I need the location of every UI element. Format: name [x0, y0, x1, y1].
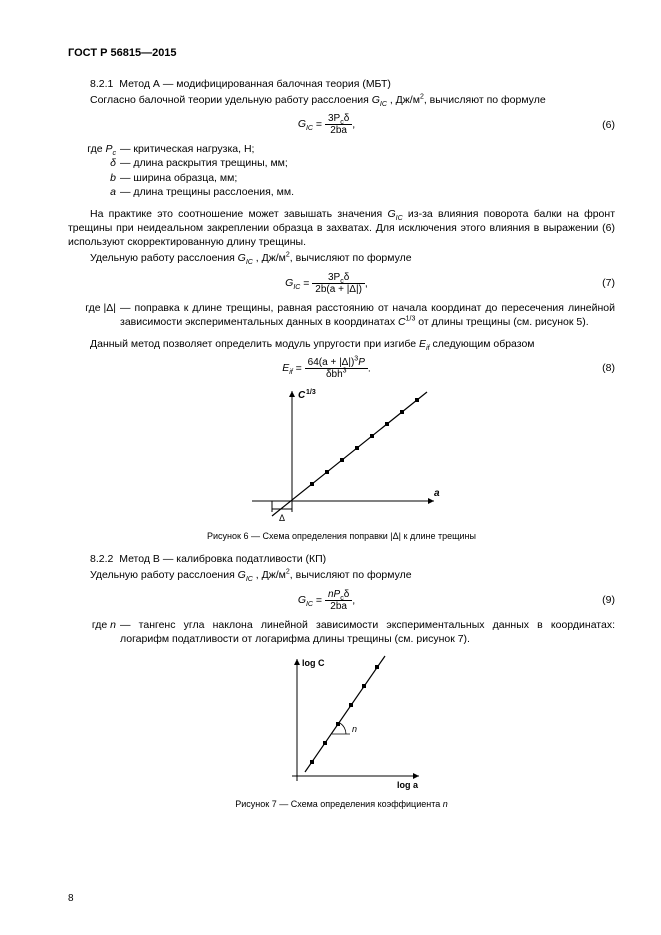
section-821-title: 8.2.1 Метод А — модифицированная балочна…	[68, 77, 615, 91]
para-intro-9: Удельную работу расслоения GIC , Дж/м2, …	[68, 568, 615, 582]
svg-text:Δ: Δ	[279, 513, 285, 523]
eq-number: (7)	[585, 276, 615, 290]
svg-text:log C: log C	[302, 658, 325, 668]
section-title: Метод В — калибровка податливости (КП)	[119, 553, 326, 565]
eq-number: (6)	[585, 118, 615, 132]
figure-6: C1/3 a Δ Рисунок 6 — Схема определения поп…	[68, 386, 615, 542]
definitions-6: где Pc — критическая нагрузка, Н; δ — дл…	[68, 142, 615, 199]
equation-6: GIC = 3Pcδ2ba, (6)	[68, 113, 615, 136]
section-number: 8.2.2	[90, 553, 113, 565]
eq-body: Eif = 64(a + |Δ|)3Pδbh3.	[282, 357, 371, 380]
page-number: 8	[68, 892, 74, 906]
definitions-9: где n — тангенс угла наклона линейной за…	[68, 618, 615, 646]
figure-7: log C log a n Рисунок 7 — Схема определени…	[68, 654, 615, 810]
section-number: 8.2.1	[90, 78, 113, 90]
figure-6-caption: Рисунок 6 — Схема определения поправки |…	[207, 530, 476, 542]
para-eif: Данный метод позволяет определить модуль…	[68, 337, 615, 351]
definitions-7: где |Δ| — поправка к длине трещины, равн…	[68, 301, 615, 329]
eq-body: GIC = nPcδ2ba,	[298, 589, 355, 612]
eq-number: (8)	[585, 361, 615, 375]
svg-text:a: a	[434, 488, 440, 499]
para-intro-6: Согласно балочной теории удельную работу…	[68, 93, 615, 107]
def-pc: — критическая нагрузка, Н;	[120, 142, 615, 156]
eq-number: (9)	[585, 593, 615, 607]
eq-body: GIC = 3Pcδ2b(a + |Δ|),	[285, 272, 368, 295]
section-822-title: 8.2.2 Метод В — калибровка податливости …	[68, 552, 615, 566]
def-delta: — длина раскрытия трещины, мм;	[120, 156, 615, 170]
para-corr: Удельную работу расслоения GIC , Дж/м2, …	[68, 251, 615, 265]
para-practice: На практике это соотношение может завыша…	[68, 207, 615, 250]
def-delta-abs: — поправка к длине трещины, равная расст…	[120, 301, 615, 329]
figure-7-caption: Рисунок 7 — Схема определения коэффициен…	[235, 798, 448, 810]
equation-8: Eif = 64(a + |Δ|)3Pδbh3. (8)	[68, 357, 615, 380]
page: ГОСТ Р 56815—2015 8.2.1 Метод А — модифи…	[0, 0, 661, 935]
figure-7-svg: log C log a n	[257, 654, 427, 794]
def-b: — ширина образца, мм;	[120, 171, 615, 185]
figure-6-svg: C1/3 a Δ	[242, 386, 442, 526]
svg-text:1/3: 1/3	[306, 389, 316, 396]
section-title: Метод А — модифицированная балочная теор…	[119, 78, 391, 90]
svg-text:C: C	[298, 390, 306, 401]
def-n: — тангенс угла наклона линейной зависимо…	[120, 618, 615, 646]
doc-header: ГОСТ Р 56815—2015	[68, 46, 615, 61]
eq-body: GIC = 3Pcδ2ba,	[298, 113, 355, 136]
svg-text:log a: log a	[397, 780, 419, 790]
def-a: — длина трещины расслоения, мм.	[120, 185, 615, 199]
equation-7: GIC = 3Pcδ2b(a + |Δ|), (7)	[68, 272, 615, 295]
svg-text:n: n	[352, 724, 357, 734]
sym-gic: GIC	[372, 94, 387, 106]
equation-9: GIC = nPcδ2ba, (9)	[68, 589, 615, 612]
